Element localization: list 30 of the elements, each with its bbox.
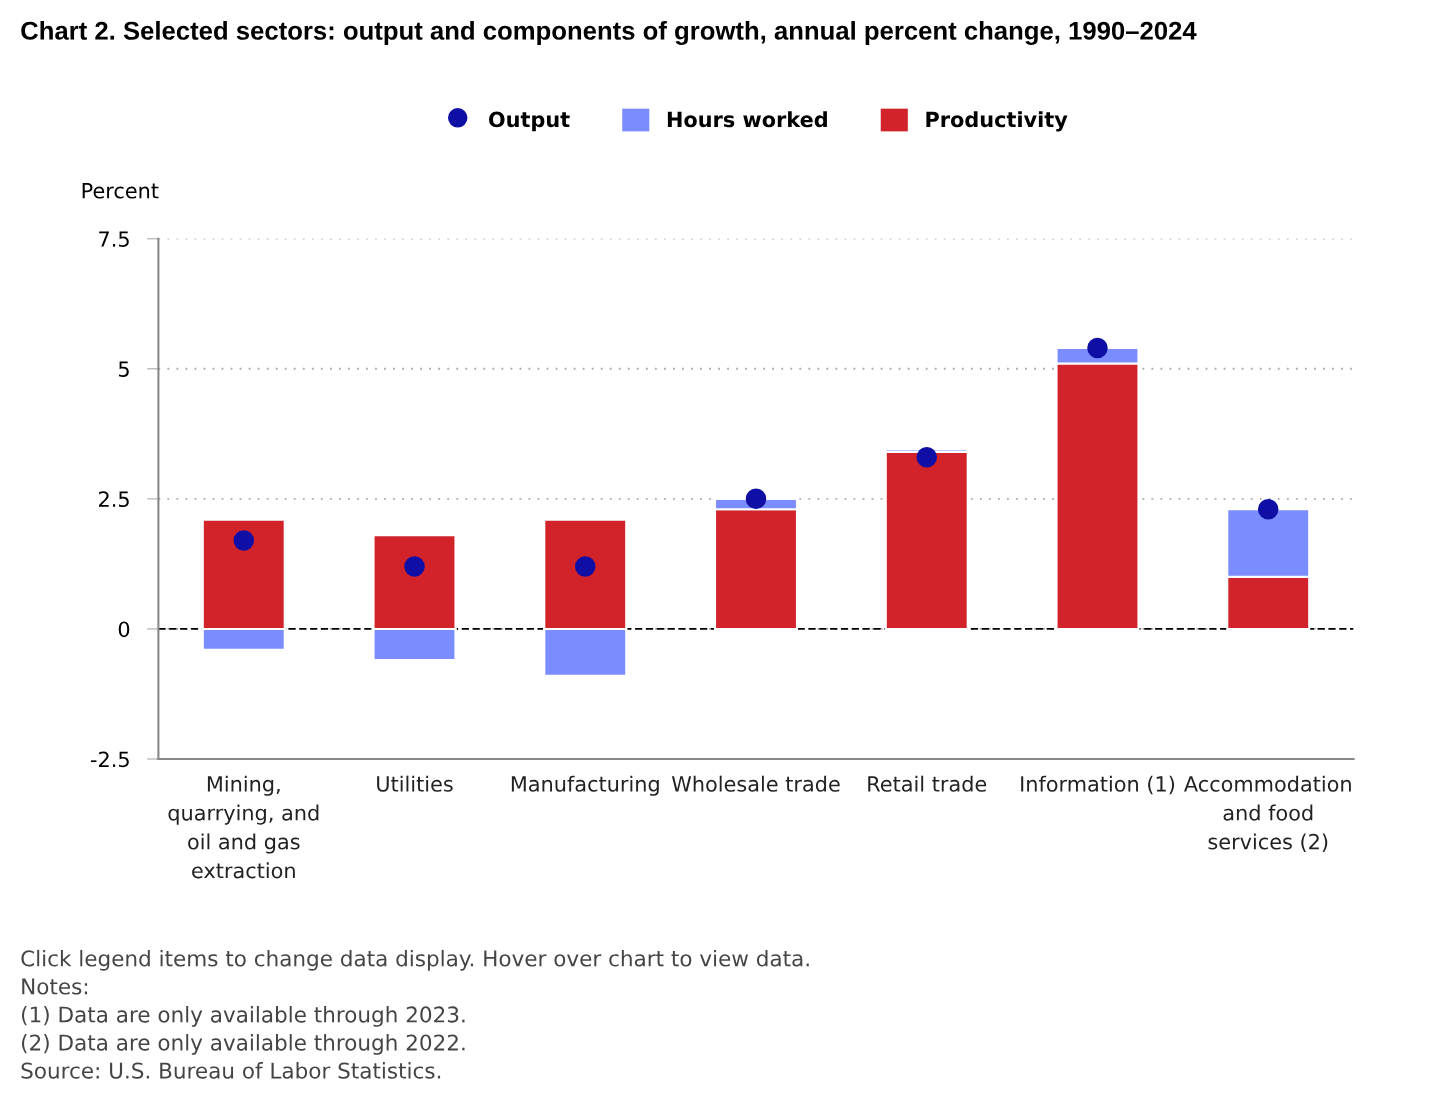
text: (2) Data are only available through 2022. [22, 1034, 465, 1055]
chart-title: Chart 2. Selected sectors: output and components of growth, annual percent change, 1990–2024 [21, 20, 1197, 46]
point [1087, 337, 1108, 359]
legend-label: Productivity [926, 111, 1068, 132]
point [745, 488, 767, 510]
point [404, 556, 425, 577]
x-tick-label: Retail trade [868, 775, 987, 792]
source-note: Source: U.S. Bureau of Labor Statistics. [21, 1062, 441, 1079]
x-tick-label: Wholesale trade [671, 775, 840, 792]
legend-label: Hours worked [667, 111, 827, 128]
x-tick-label: Manufacturing [511, 775, 659, 796]
y-tick-label: 2.5 [99, 491, 129, 508]
bar [884, 450, 969, 630]
y-tick-label: 5 [118, 361, 129, 377]
text: Click legend items to change data display. Hover over chart to view data. [21, 949, 809, 971]
text: (1) Data are only available through 2023. [22, 1005, 465, 1027]
y-tick-label: 0 [118, 621, 130, 638]
y-tick-label: -2.5 [90, 751, 129, 768]
point [574, 556, 596, 577]
y-tick-label: 7.5 [99, 231, 129, 247]
x-tick-label: Accommodation and food services (2) [1184, 775, 1351, 852]
y-axis-title: Percent [82, 183, 159, 199]
text: Notes: [22, 978, 88, 995]
x-tick-label: Information (1) [1021, 775, 1175, 795]
point [1257, 498, 1279, 520]
x-tick-label: Utilities [377, 775, 453, 792]
point [233, 530, 255, 551]
x-tick-label: Mining, quarrying, and oil and gas extraction [168, 775, 319, 879]
point [916, 446, 938, 468]
legend-label: Output [488, 111, 570, 132]
